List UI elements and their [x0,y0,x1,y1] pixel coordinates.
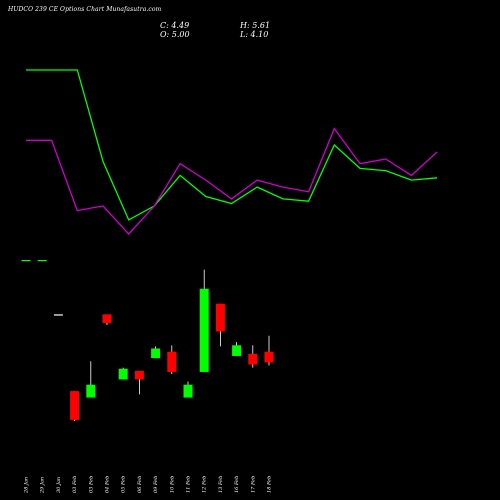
date-tick-label: 03 Feb [72,476,78,493]
candle [102,314,112,326]
date-tick-label: 17 Feb [250,476,256,493]
high-label: H: 5.61 [240,21,271,30]
candle-body [151,348,161,359]
date-tick-label: 05 Feb [121,476,127,493]
date-tick-label: 30 Jan [56,477,62,493]
candle-body [183,384,193,398]
candle-body [37,260,47,262]
candle [248,345,258,368]
indicator-lines [25,69,438,235]
date-tick-label: 03 Feb [88,476,94,493]
green-indicator-line [25,69,438,221]
candle [53,314,63,316]
low-label: L: 4.10 [240,30,269,39]
date-tick-label: 09 Feb [153,476,159,493]
candle-body [53,314,63,316]
candle [151,346,161,359]
date-tick-label: 11 Feb [186,476,192,493]
candle-body [102,314,112,323]
date-tick-label: 16 Feb [234,476,240,493]
candle [134,370,144,395]
candles [21,260,274,421]
candle-body [134,370,144,380]
candle-body [21,260,31,262]
candle [86,361,96,398]
candle [118,367,128,380]
candle [264,335,274,366]
date-tick-label: 04 Feb [105,476,111,493]
candle-body [118,368,128,380]
candle-body [248,353,258,365]
date-tick-label: 29 Jan [40,477,46,494]
candle [232,342,242,356]
candle [215,303,225,347]
open-label: O: 5.00 [160,30,190,39]
candle-body [232,345,242,356]
candle-body [199,288,209,372]
date-tick-label: 10 Feb [169,476,175,493]
candle [167,345,177,375]
candle [199,269,209,372]
date-tick-label: 18 Feb [267,476,273,493]
close-label: C: 4.49 [160,21,190,30]
candle-body [70,391,80,420]
date-tick-label: 06 Feb [137,476,143,493]
candle-body [215,303,225,332]
candle [37,260,47,262]
candle [70,391,80,421]
candle [183,381,193,398]
candle [21,260,31,262]
candle-body [167,351,177,372]
candle-body [264,351,274,363]
date-tick-label: 12 Feb [202,476,208,493]
magenta-indicator-line [25,127,438,235]
date-tick-label: 28 Jan [24,477,30,494]
chart-title: HUDCO 239 CE Options Chart Munafasutra.c… [8,6,162,13]
date-axis: 28 Jan 29 Jan 30 Jan 03 Feb 03 Feb 04 Feb 05 F… [24,476,273,494]
date-tick-label: 13 Feb [218,476,224,493]
candle-body [86,384,96,398]
